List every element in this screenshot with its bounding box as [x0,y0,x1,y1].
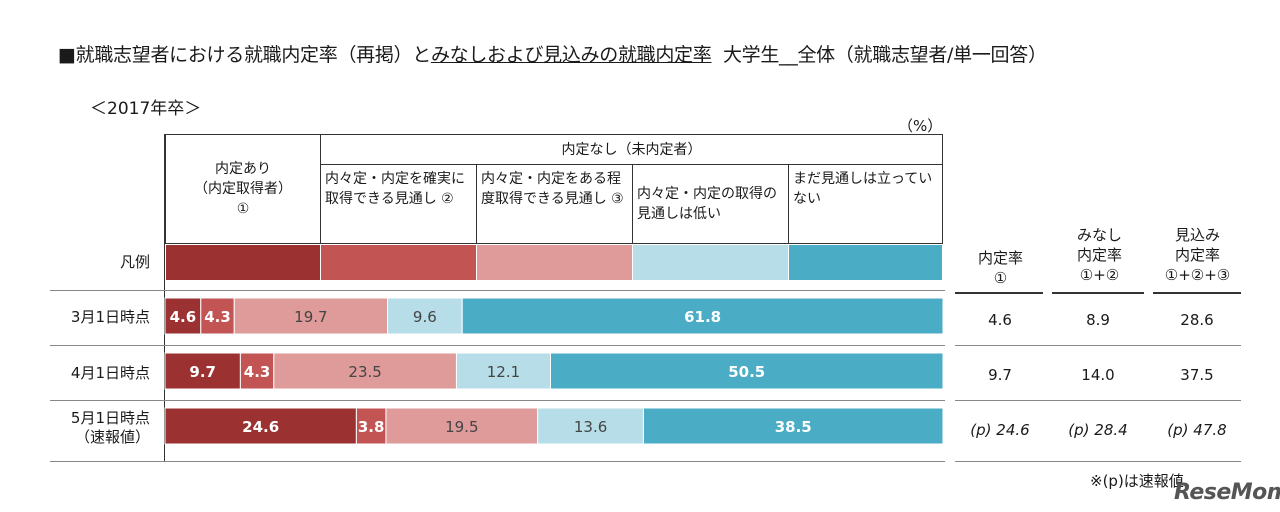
bar-data-label: 9.6 [413,308,437,326]
row-separator [50,461,945,462]
bar-data-label: 38.5 [775,418,812,436]
bar-segment [550,352,944,390]
minashi-value-3: (p) 28.4 [1068,421,1128,439]
title-part3: 大学生__全体（就職志望者/単一回答） [722,44,1047,66]
bar-data-label: 19.5 [445,418,478,436]
footnote: ※(p)は速報値 [1090,472,1184,490]
mikomi-value-1: 28.6 [1180,311,1214,329]
bar-data-label: 19.7 [294,308,327,326]
unit-label: （%） [898,117,943,135]
row-label-2: 4月1日時点 [70,364,150,382]
bar-data-label: 24.6 [242,418,279,436]
header-sub-2: 内々定・内定をある程度取得できる見通し ③ [476,164,633,244]
minashi-value-2: 14.0 [1081,366,1115,384]
legend-swatch-4 [632,244,789,281]
bar-segment [233,297,389,335]
mikomi-value-2: 37.5 [1180,366,1214,384]
header-sub-3: 内々定・内定の取得の見通しは低い [632,164,789,244]
legend-label: 凡例 [119,253,150,271]
rate-row-separator [955,400,1241,401]
title-part1: ■就職志望者における就職内定率（再掲）と [58,44,431,66]
minashi-header-rule [1052,292,1144,294]
bar-segment [164,297,202,335]
bar-segment [387,297,463,335]
chart-title: ■就職志望者における就職内定率（再掲）とみなしおよび見込みの就職内定率 大学生_… [58,40,1047,67]
bar-segment [455,352,552,390]
rate-row-separator [955,461,1241,462]
bar-data-label: 4.3 [244,363,271,381]
header-sub-4: まだ見通しは立っていない [788,164,943,244]
bar-segment [355,407,387,445]
row-separator [50,345,945,346]
rate-value-1: 4.6 [988,311,1012,329]
rate-header: 内定率 ① [977,249,1023,287]
row-label-3: 5月1日時点 （速報値） [70,409,150,446]
mikomi-header: 見込み 内定率 ①+②+③ [1164,226,1231,284]
row-label-1: 3月1日時点 [70,308,150,326]
bar-segment [642,407,944,445]
bar-data-label: 4.6 [170,308,197,326]
bar-data-label: 23.5 [348,363,381,381]
bar-data-label: 13.6 [574,418,607,436]
bar-data-label: 61.8 [684,308,721,326]
rate-value-2: 9.7 [988,366,1012,384]
mikomi-header-rule [1153,292,1241,294]
row-separator [50,400,945,401]
subtitle: ＜2017年卒＞ [90,99,202,119]
rate-header-rule [955,292,1043,294]
header-naitei-ari: 内定あり （内定取得者） ① [165,134,321,244]
mikomi-value-3: (p) 47.8 [1167,421,1227,439]
row-separator [50,290,945,291]
legend-swatch-2 [320,244,477,281]
resemom-logo: ReseMom [1174,480,1280,505]
bar-data-label: 12.1 [487,363,520,381]
bar-segment [537,407,644,445]
header-sub-1: 内々定・内定を確実に取得できる見通し ② [320,164,477,244]
bar-segment [461,297,944,335]
bar-segment [239,352,275,390]
bar-data-label: 3.8 [358,418,385,436]
legend-swatch-5 [788,244,943,281]
bar-data-label: 9.7 [189,363,216,381]
rate-value-3: (p) 24.6 [970,421,1030,439]
title-part2: みなしおよび見込みの就職内定率 [430,44,712,66]
rate-row-separator [955,345,1241,346]
minashi-header: みなし 内定率 ①+② [1076,226,1122,284]
bar-data-label: 50.5 [728,363,765,381]
bar-data-label: 4.3 [204,308,231,326]
legend-swatch-1 [165,244,321,281]
minashi-value-1: 8.9 [1086,311,1110,329]
